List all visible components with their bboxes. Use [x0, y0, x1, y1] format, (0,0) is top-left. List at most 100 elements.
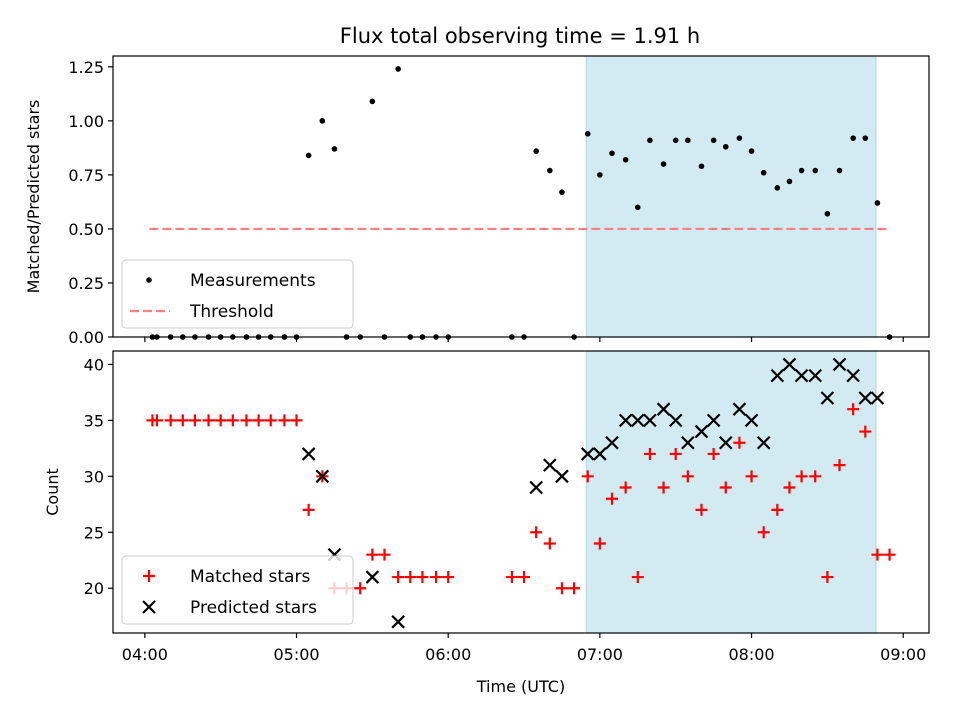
matched-star-point [278, 414, 291, 427]
measurement-point [559, 189, 565, 195]
matched-star-point [859, 425, 872, 438]
predicted-star-point [782, 357, 797, 372]
legend-box [121, 259, 354, 329]
y-tick-label: 0.50 [68, 220, 104, 239]
matched-star-point [392, 571, 405, 584]
predicted-star-point [718, 435, 733, 450]
measurement-point [698, 163, 705, 170]
y-tick-label: 0.00 [68, 328, 104, 347]
x-tick-label: 06:00 [425, 645, 471, 664]
x-tick-label: 04:00 [122, 645, 168, 664]
matched-star-point [669, 447, 682, 460]
y-tick-label: 35 [84, 411, 104, 430]
matched-star-point [719, 481, 732, 494]
x-tick-label: 05:00 [273, 645, 319, 664]
matched-star-point [505, 571, 518, 584]
measurement-point [812, 167, 819, 174]
matched-star-point [809, 470, 822, 483]
plot-frame [112, 55, 930, 338]
matched-star-point [416, 571, 429, 584]
measurement-point [710, 137, 717, 144]
matched-star-point [214, 414, 227, 427]
matched-star-point [240, 414, 253, 427]
chart-title: Flux total observing time = 1.91 h [340, 24, 700, 48]
predicted-star-point [593, 447, 607, 461]
bottom-panel: 20 25 30 35 40 04:00 05:00 06:00 07:00 08:00 09:00… [43, 350, 930, 696]
y-tick-label: 40 [84, 355, 104, 374]
measurement-point [369, 98, 376, 105]
predicted-star-point [794, 368, 809, 383]
legend-label: Measurements [190, 271, 316, 291]
matched-star-point [226, 414, 239, 427]
predicted-star-point [315, 469, 330, 484]
predicted-star-point [618, 413, 633, 428]
predicted-star-point [756, 435, 771, 450]
matched-star-point [631, 571, 644, 584]
measurement-point [836, 167, 843, 174]
predicted-star-point [668, 413, 683, 428]
measurement-point [319, 118, 326, 124]
x-tick-label: 09:00 [880, 645, 926, 664]
measurement-point [395, 66, 401, 72]
legend-label: Threshold [189, 302, 274, 322]
plot-frame [112, 350, 930, 634]
y-tick-label: 30 [84, 467, 104, 486]
predicted-star-point [832, 357, 847, 372]
measurement-point [547, 167, 553, 174]
matched-star-point [643, 447, 656, 460]
predicted-star-point [694, 424, 709, 439]
observing-span [585, 55, 877, 338]
predicted-star-point [656, 402, 671, 416]
matched-star-point [619, 481, 632, 494]
matched-star-point [555, 582, 568, 595]
legend-marker [146, 277, 152, 283]
matched-star-point [833, 459, 846, 472]
measurement-point [685, 137, 691, 144]
legend-marker [142, 600, 156, 614]
measurement-point [748, 148, 755, 154]
matched-star-point [771, 503, 784, 516]
y-tick-label: 1.25 [68, 58, 104, 77]
matched-star-point [871, 548, 884, 561]
measurement-point [760, 169, 767, 176]
legend-label: Matched stars [190, 567, 310, 587]
legend-marker [143, 570, 155, 582]
matched-star-point [530, 526, 543, 539]
matched-star-point [883, 548, 896, 561]
predicted-star-point [605, 435, 619, 450]
y-tick-label: 20 [84, 579, 104, 598]
matched-star-point [581, 470, 594, 483]
measurement-point [850, 135, 856, 141]
matched-star-point [354, 582, 367, 595]
predicted-star-point [870, 391, 885, 405]
measurement-point [305, 152, 312, 159]
measurement-point [647, 137, 653, 144]
matched-star-point [302, 503, 315, 516]
matched-star-point [733, 436, 746, 449]
measurement-point [584, 131, 591, 137]
measurement-point [634, 204, 641, 211]
y-tick-label: 0.75 [68, 166, 104, 185]
matched-star-point [681, 470, 694, 483]
measurement-point [331, 146, 338, 152]
matched-star-point [745, 470, 758, 483]
measurement-point [722, 143, 729, 150]
predicted-star-point [529, 480, 543, 495]
predicted-star-point [580, 447, 595, 461]
predicted-star-point [301, 447, 316, 461]
measurement-point [774, 185, 781, 191]
matched-star-point [795, 470, 808, 483]
x-axis-label: Time (UTC) [476, 677, 565, 696]
top-panel: 0.00 0.25 0.50 0.75 1.00 1.25 Matched/Predicte… [24, 55, 930, 347]
predicted-star-point [732, 402, 747, 416]
matched-star-point [176, 414, 189, 427]
predicted-star-point [808, 368, 823, 383]
x-tick-label: 07:00 [577, 645, 623, 664]
predicted-star-point [391, 615, 405, 629]
measurement-point [609, 150, 615, 157]
matched-star-point [164, 414, 177, 427]
measurement-point [597, 172, 603, 178]
predicted-star-point [643, 413, 657, 428]
predicted-star-point [631, 413, 645, 428]
